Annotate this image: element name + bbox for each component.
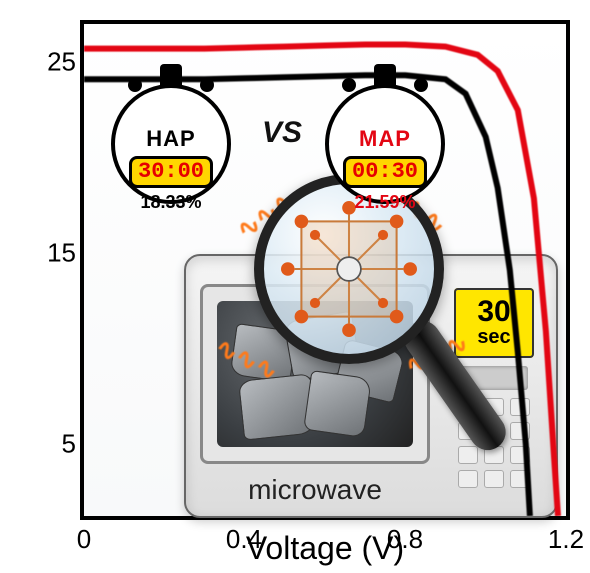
jv-figure: 25 15 5 0 0.4 0.8 1.2 Current density (m… (0, 0, 590, 573)
